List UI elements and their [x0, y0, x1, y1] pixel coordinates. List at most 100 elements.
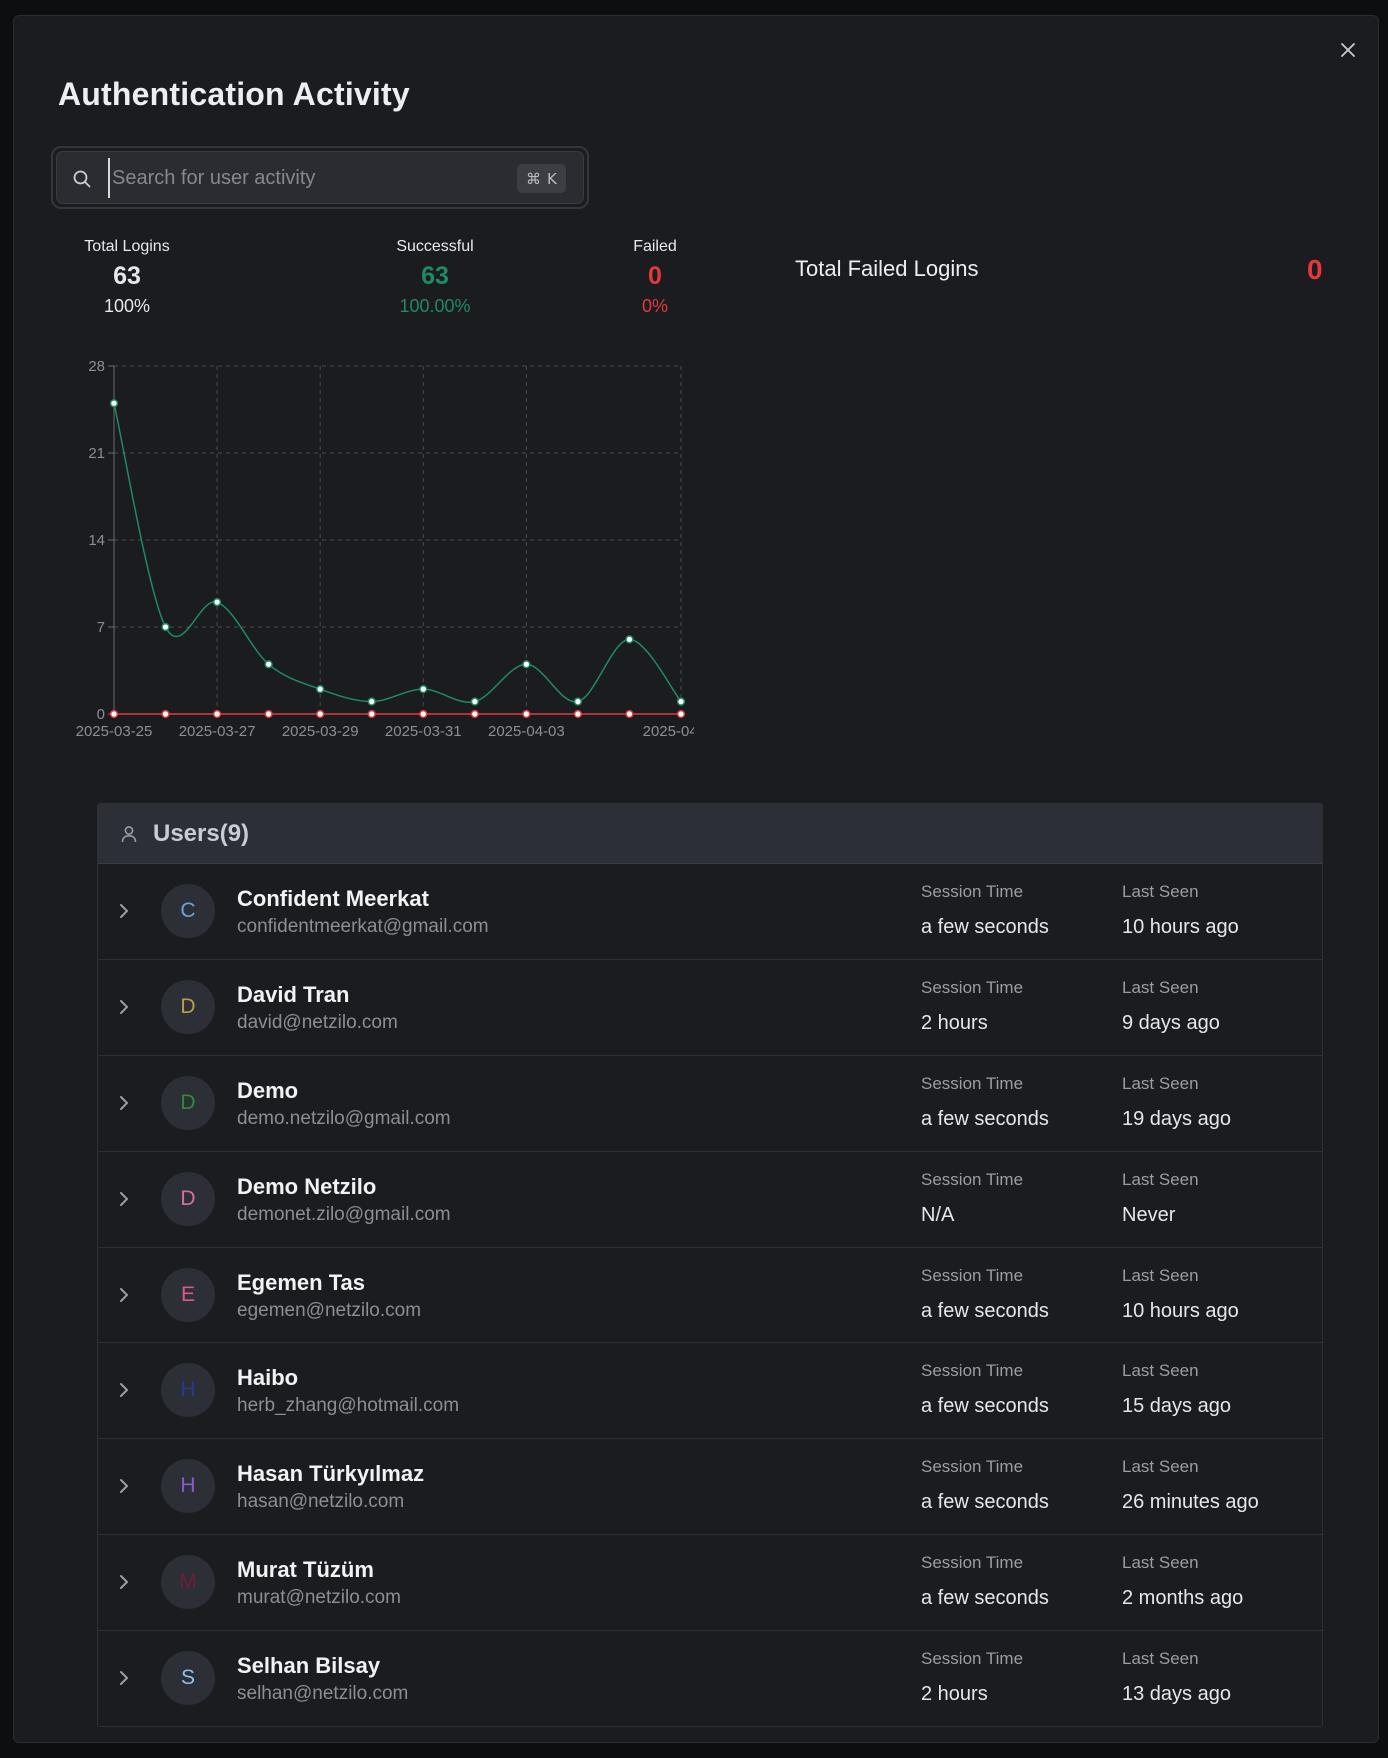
last-seen-value: 26 minutes ago: [1122, 1491, 1259, 1514]
y-tick-label: 21: [88, 445, 105, 462]
avatar-initial: D: [180, 1090, 196, 1114]
close-button[interactable]: [1336, 38, 1360, 62]
last-seen-label: Last Seen: [1122, 1169, 1199, 1189]
session-time-value: a few seconds: [921, 1491, 1049, 1514]
session-time-value: a few seconds: [921, 1395, 1049, 1418]
chevron-right-icon[interactable]: [113, 900, 135, 922]
successful-point: [212, 597, 222, 607]
stat-successful: Successful 63 100.00%: [374, 238, 496, 317]
failed-point: [676, 709, 686, 719]
stat-label: Successful: [396, 238, 474, 255]
y-tick-label: 7: [97, 619, 105, 636]
session-time-label: Session Time: [921, 1169, 1024, 1189]
failed-point: [161, 709, 170, 719]
avatar-initial: C: [180, 899, 196, 922]
user-name: Egemen Tas: [237, 1269, 365, 1295]
failed-point: [316, 709, 325, 719]
successful-point: [522, 660, 531, 669]
avatar: C: [161, 884, 215, 938]
failed-point: [470, 709, 479, 719]
failed-point: [367, 709, 376, 719]
last-seen-label: Last Seen: [1122, 1649, 1199, 1669]
search-input[interactable]: [108, 158, 508, 198]
x-tick-label: 2025-04-08: [643, 723, 694, 740]
last-seen-label: Last Seen: [1122, 1073, 1199, 1093]
avatar-initial: H: [180, 1378, 196, 1402]
user-row[interactable]: H Hasan Türkyılmaz hasan@netzilo.com Ses…: [98, 1439, 1322, 1536]
successful-point: [573, 697, 583, 706]
avatar: D: [161, 1171, 215, 1226]
user-email: confidentmeerkat@gmail.com: [237, 916, 489, 937]
last-seen-label: Last Seen: [1122, 1265, 1199, 1285]
successful-point: [161, 622, 170, 632]
last-seen-label: Last Seen: [1122, 1457, 1199, 1477]
user-row[interactable]: H Haibo herb_zhang@hotmail.com Session T…: [98, 1343, 1322, 1440]
user-email: demonet.zilo@gmail.com: [237, 1203, 451, 1225]
last-seen-value: 2 months ago: [1122, 1587, 1244, 1610]
user-email: egemen@netzilo.com: [237, 1299, 422, 1321]
session-time-label: Session Time: [921, 1649, 1024, 1669]
session-time-value: a few seconds: [921, 1587, 1049, 1610]
failed-point: [522, 709, 531, 719]
chevron-right-icon[interactable]: [113, 1571, 135, 1593]
session-time-value: a few seconds: [921, 1107, 1049, 1130]
avatar-initial: D: [180, 994, 196, 1018]
user-row[interactable]: D David Tran david@netzilo.com Session T…: [98, 959, 1322, 1056]
successful-point: [109, 399, 119, 408]
search-box[interactable]: ⌘ K: [56, 151, 584, 204]
stat-value: 63: [113, 262, 141, 290]
user-row[interactable]: S Selhan Bilsay selhan@netzilo.com Sessi…: [98, 1631, 1322, 1726]
failed-point: [573, 709, 583, 719]
avatar-initial: H: [180, 1474, 196, 1498]
user-email: murat@netzilo.com: [237, 1587, 401, 1609]
user-email: herb_zhang@hotmail.com: [237, 1395, 460, 1417]
successful-point: [419, 684, 428, 694]
session-time-label: Session Time: [921, 1457, 1024, 1477]
user-email: selhan@netzilo.com: [237, 1683, 409, 1705]
chevron-right-icon[interactable]: [113, 996, 135, 1018]
failed-point: [625, 709, 634, 719]
user-row[interactable]: M Murat Tüzüm murat@netzilo.com Session …: [98, 1535, 1322, 1632]
stat-value: 0: [648, 262, 662, 290]
user-email: david@netzilo.com: [237, 1011, 398, 1033]
user-row[interactable]: D Demo demo.netzilo@gmail.com Session Ti…: [98, 1055, 1322, 1152]
session-time-value: N/A: [921, 1203, 955, 1226]
chevron-right-icon[interactable]: [113, 1379, 135, 1401]
stat-failed: Failed 0 0%: [620, 238, 690, 317]
successful-series-line: [113, 403, 682, 703]
user-row[interactable]: E Egemen Tas egemen@netzilo.com Session …: [98, 1247, 1322, 1344]
y-tick-label: 0: [97, 706, 105, 723]
x-tick-label: 2025-03-31: [385, 723, 462, 740]
stat-value: 63: [421, 262, 449, 290]
avatar-initial: M: [179, 1570, 197, 1594]
session-time-label: Session Time: [921, 882, 1024, 901]
user-name: Demo Netzilo: [237, 1173, 377, 1199]
session-time-label: Session Time: [921, 1553, 1024, 1573]
x-tick-label: 2025-03-25: [76, 723, 153, 740]
user-row[interactable]: D Demo Netzilo demonet.zilo@gmail.com Se…: [98, 1151, 1322, 1248]
avatar-initial: D: [180, 1186, 196, 1210]
last-seen-label: Last Seen: [1122, 1553, 1199, 1573]
last-seen-value: 10 hours ago: [1122, 1299, 1239, 1322]
user-row[interactable]: C Confident Meerkat confidentmeerkat@gma…: [98, 864, 1322, 960]
login-activity-chart: 0 7 14 21 28 2025-03-25 2025-03-27 2025-03-29 20…: [76, 358, 694, 740]
chevron-right-icon[interactable]: [113, 1475, 135, 1497]
avatar-initial: S: [180, 1666, 195, 1690]
chevron-right-icon[interactable]: [113, 1667, 135, 1689]
session-time-value: a few seconds: [921, 1299, 1049, 1322]
chevron-right-icon[interactable]: [113, 1284, 135, 1306]
successful-point: [625, 635, 634, 644]
total-failed-logins-label: Total Failed Logins: [795, 256, 979, 281]
failed-point: [109, 709, 119, 719]
stat-percent: 0%: [641, 296, 668, 316]
x-tick-label: 2025-04-03: [488, 723, 565, 740]
last-seen-label: Last Seen: [1122, 882, 1199, 901]
user-name: Hasan Türkyılmaz: [237, 1461, 425, 1487]
avatar: S: [161, 1651, 215, 1706]
last-seen-value: 9 days ago: [1122, 1011, 1220, 1034]
chevron-right-icon[interactable]: [113, 1092, 135, 1114]
total-failed-logins-value: 0: [1307, 254, 1323, 285]
user-name: Demo: [237, 1077, 299, 1103]
failed-point: [264, 709, 273, 719]
chevron-right-icon[interactable]: [113, 1188, 135, 1210]
